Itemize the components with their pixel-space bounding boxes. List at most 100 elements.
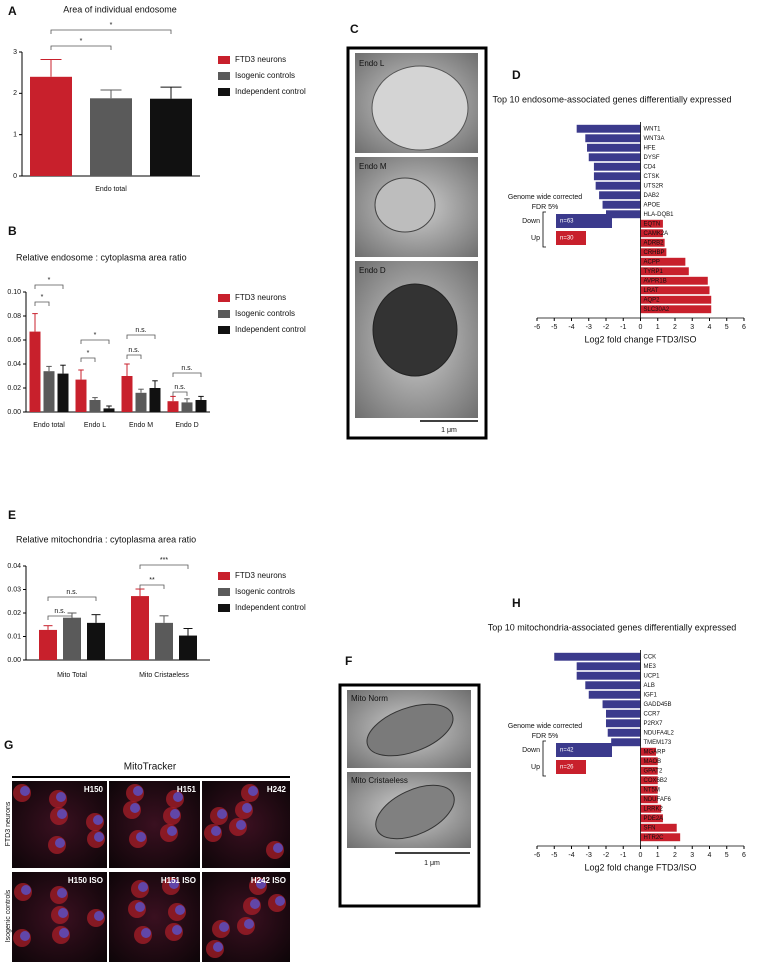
gene-label: PDE2A bbox=[644, 816, 664, 822]
y-tick-label: 0.03 bbox=[7, 586, 21, 593]
x-tick-label: -2 bbox=[603, 324, 609, 331]
gene-label: UCP1 bbox=[644, 673, 661, 679]
gene-label: ME3 bbox=[644, 664, 657, 670]
endosome bbox=[371, 65, 469, 151]
bar bbox=[640, 248, 667, 257]
y-tick-label: 0.04 bbox=[7, 361, 21, 368]
inset-bar bbox=[556, 231, 586, 245]
bar bbox=[640, 229, 663, 238]
bar bbox=[39, 629, 57, 660]
bar bbox=[75, 379, 87, 412]
x-tick-label: -4 bbox=[568, 852, 574, 859]
x-tick-label: -1 bbox=[620, 852, 626, 859]
x-axis-label: Log2 fold change FTD3/ISO bbox=[584, 862, 696, 872]
gene-label: ADRB2 bbox=[644, 240, 665, 246]
bar bbox=[181, 402, 193, 412]
bar bbox=[611, 738, 641, 747]
gene-label: CTSK bbox=[644, 174, 660, 180]
significance-bracket bbox=[80, 357, 96, 362]
gene-label: P2RX7 bbox=[644, 721, 664, 727]
row-label: Isogenic controls bbox=[5, 889, 12, 942]
nucleus bbox=[20, 931, 30, 941]
inset-count: n=42 bbox=[560, 748, 574, 754]
image-title: MitoTracker bbox=[124, 762, 177, 773]
legend-swatch bbox=[218, 604, 230, 612]
gene-label: APOE bbox=[644, 202, 661, 208]
significance-bracket bbox=[34, 284, 64, 289]
gene-label: AVPR1B bbox=[644, 278, 667, 284]
y-tick-label: 3 bbox=[13, 49, 17, 56]
significance-bracket bbox=[47, 615, 73, 620]
significance-bracket bbox=[126, 354, 142, 359]
bar bbox=[640, 785, 658, 794]
bar bbox=[89, 400, 101, 412]
bar bbox=[640, 814, 663, 823]
significance-label: * bbox=[110, 22, 113, 29]
y-tick-label: 2 bbox=[13, 90, 17, 97]
x-tick-label: Endo D bbox=[175, 422, 198, 429]
gene-label: CRHBP bbox=[644, 250, 665, 256]
significance-label: n.s. bbox=[54, 608, 65, 615]
nucleus bbox=[135, 902, 145, 912]
x-tick-label: 6 bbox=[742, 852, 746, 859]
x-tick-label: -4 bbox=[568, 324, 574, 331]
bar bbox=[640, 766, 658, 775]
image-label: Endo L bbox=[359, 59, 385, 68]
y-tick-label: 0.04 bbox=[7, 563, 21, 570]
nucleus bbox=[170, 809, 180, 819]
significance-bracket bbox=[47, 596, 97, 601]
x-tick-label: 0 bbox=[639, 324, 643, 331]
inset-count: n=26 bbox=[560, 765, 574, 771]
nucleus bbox=[21, 885, 31, 895]
gene-label: HTR2C bbox=[644, 835, 665, 841]
legend-label: Isogenic controls bbox=[235, 71, 295, 80]
gene-label: SLC30A2 bbox=[644, 307, 670, 313]
significance-label: n.s. bbox=[66, 589, 77, 596]
legend-label: Independent control bbox=[235, 325, 306, 334]
gene-label: COX6B2 bbox=[644, 778, 668, 784]
bar bbox=[640, 219, 663, 228]
bar bbox=[576, 662, 641, 671]
chart-title: Relative mitochondria : cytoplasma area … bbox=[16, 534, 196, 544]
gene-label: DAB2 bbox=[644, 193, 660, 199]
bar bbox=[179, 635, 197, 660]
significance-bracket bbox=[126, 334, 156, 339]
bar bbox=[150, 98, 192, 176]
gene-label: GADD45B bbox=[644, 702, 672, 708]
legend-swatch bbox=[218, 310, 230, 318]
x-tick-label: -3 bbox=[586, 852, 592, 859]
image-label: H150 bbox=[84, 785, 104, 794]
nucleus bbox=[55, 838, 65, 848]
significance-label: n.s. bbox=[128, 347, 139, 354]
panel-letter: C bbox=[350, 22, 359, 36]
legend-label: Independent control bbox=[235, 87, 306, 96]
nucleus bbox=[275, 896, 285, 906]
bar bbox=[63, 617, 81, 660]
bar bbox=[587, 143, 641, 152]
bar bbox=[554, 652, 641, 661]
bar bbox=[588, 690, 641, 699]
nucleus bbox=[94, 911, 104, 921]
legend-swatch bbox=[218, 88, 230, 96]
gene-label: NT5M bbox=[644, 787, 660, 793]
panel-letter: E bbox=[8, 508, 16, 522]
bar bbox=[606, 210, 641, 219]
inset-title: Genome wide corrected bbox=[508, 194, 582, 201]
image-label: Endo D bbox=[359, 266, 386, 275]
x-tick-label: 0 bbox=[639, 852, 643, 859]
gene-label: CD4 bbox=[644, 164, 657, 170]
y-tick-label: 0.00 bbox=[7, 409, 21, 416]
significance-label: * bbox=[80, 38, 83, 45]
gene-label: UTS2R bbox=[644, 183, 664, 189]
row-label: FTD3 neurons bbox=[5, 801, 12, 846]
nucleus bbox=[169, 879, 179, 889]
mitochondrion bbox=[366, 703, 454, 757]
significance-bracket bbox=[139, 564, 189, 569]
nucleus bbox=[273, 843, 283, 853]
bar bbox=[585, 681, 641, 690]
bar bbox=[640, 833, 681, 842]
inset-bar bbox=[556, 760, 586, 774]
gene-label: NDUFA4L2 bbox=[644, 730, 675, 736]
inset-label: Down bbox=[522, 747, 540, 754]
significance-bracket bbox=[80, 339, 110, 344]
